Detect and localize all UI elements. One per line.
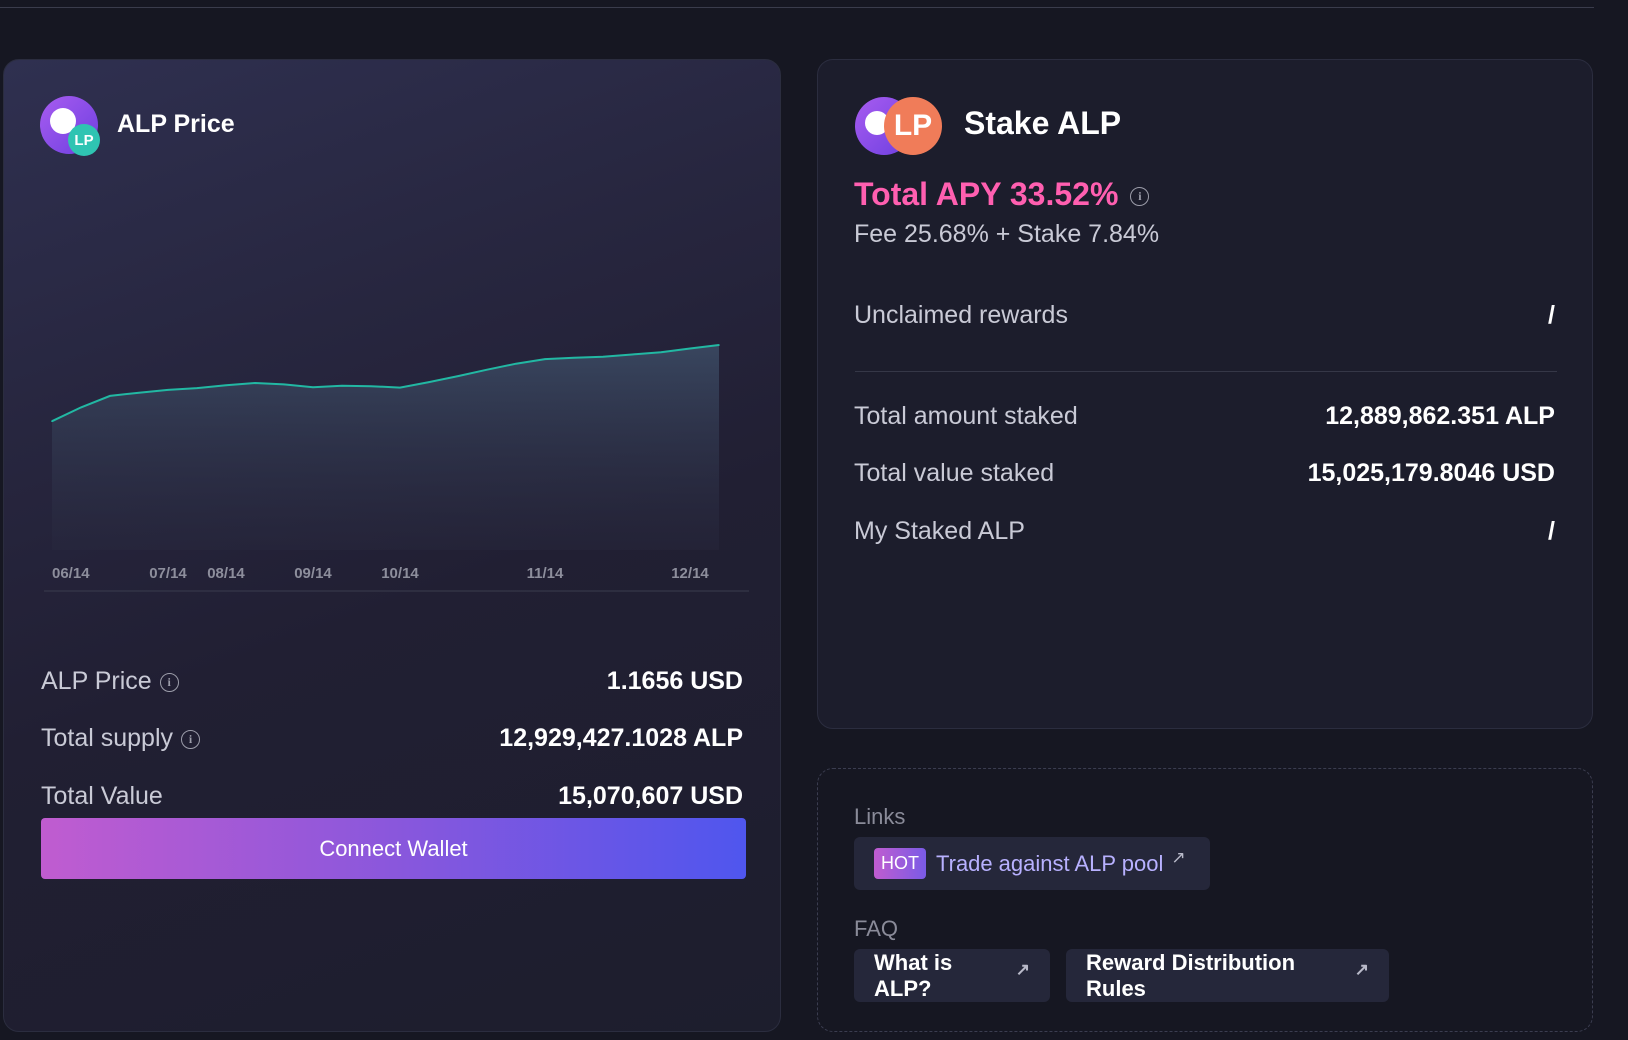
price-point xyxy=(109,395,111,397)
unclaimed-rewards-value: / xyxy=(1548,301,1555,329)
price-point xyxy=(283,383,285,386)
trade-word: Trade xyxy=(936,850,993,876)
x-tick-label: 07/14 xyxy=(149,565,187,582)
faq-what-is-alp-link[interactable]: What is ALP? ↗ xyxy=(854,949,1050,1002)
x-tick-label: 12/14 xyxy=(671,565,709,582)
hot-badge: HOT xyxy=(874,848,926,879)
price-point xyxy=(225,384,227,387)
price-chart: 06/14 07/14 08/14 09/14 10/14 11/14 12/14 xyxy=(44,344,749,592)
price-line xyxy=(51,344,720,423)
card-title: Stake ALP xyxy=(964,105,1122,141)
trade-against-alp-pool-link[interactable]: HOT Trade against ALP pool ↗ xyxy=(854,837,1210,890)
info-icon[interactable]: i xyxy=(159,672,179,692)
price-point xyxy=(573,356,575,359)
total-value-staked-value: 15,025,179.8046 USD xyxy=(1307,459,1555,487)
total-value-staked-label: Total value staked xyxy=(854,459,1055,487)
price-point xyxy=(718,344,720,346)
faq-label: FAQ xyxy=(854,916,899,941)
total-value-label: Total Value xyxy=(41,782,163,810)
total-amount-staked-label: Total amount staked xyxy=(854,402,1078,430)
price-point xyxy=(138,391,140,394)
info-icon[interactable]: i xyxy=(181,729,201,749)
alp-price-value: 1.1656 USD xyxy=(606,667,743,695)
apy-breakdown: Fee 25.68% + Stake 7.84% xyxy=(854,220,1160,248)
divider xyxy=(855,371,1557,372)
price-point xyxy=(544,358,546,360)
price-point xyxy=(660,351,662,353)
price-point xyxy=(399,386,401,389)
price-point xyxy=(167,389,169,391)
links-label: Links xyxy=(854,804,906,829)
my-staked-alp-value: / xyxy=(1548,517,1555,545)
my-staked-alp-label: My Staked ALP xyxy=(854,517,1025,545)
stake-alp-card: LP Stake ALP Total APY 33.52% i Fee 25.68… xyxy=(817,59,1593,729)
total-apy: Total APY 33.52% i xyxy=(854,176,1150,213)
x-tick-label: 06/14 xyxy=(52,565,90,582)
price-point xyxy=(196,387,198,389)
links-card: Links HOT Trade against ALP pool ↗ FAQ W… xyxy=(817,768,1593,1032)
alp-price-label: ALP Price i xyxy=(41,667,179,696)
lp-badge-icon: LP xyxy=(68,124,100,156)
price-area xyxy=(52,345,719,550)
price-point xyxy=(254,382,256,384)
faq-item-label: Reward Distribution Rules xyxy=(1086,949,1296,1001)
price-point xyxy=(80,406,82,409)
x-tick-label: 11/14 xyxy=(527,565,564,582)
external-link-icon: ↗ xyxy=(1171,847,1186,867)
price-point xyxy=(457,375,459,377)
faq-reward-distribution-rules-link[interactable]: Reward Distribution Rules ↗ xyxy=(1066,949,1389,1002)
total-supply-label: Total supply i xyxy=(41,724,201,753)
trade-rest: against ALP pool xyxy=(998,850,1164,876)
price-point xyxy=(602,356,604,358)
external-link-icon: ↗ xyxy=(1015,959,1030,979)
price-point xyxy=(631,353,633,356)
top-divider xyxy=(0,7,1594,8)
faq-item-label: What is ALP? xyxy=(874,949,953,1001)
external-link-icon: ↗ xyxy=(1354,959,1369,979)
connect-wallet-button[interactable]: Connect Wallet xyxy=(41,818,746,879)
lp-badge-icon: LP xyxy=(884,97,942,155)
total-amount-staked-value: 12,889,862.351 ALP xyxy=(1325,402,1555,430)
card-title: ALP Price xyxy=(117,110,235,138)
x-tick-label: 10/14 xyxy=(381,565,419,582)
price-point xyxy=(428,381,430,383)
price-point xyxy=(312,386,314,388)
price-point xyxy=(515,362,517,365)
total-value-value: 15,070,607 USD xyxy=(558,782,743,810)
unclaimed-rewards-label: Unclaimed rewards xyxy=(854,301,1068,329)
total-supply-value: 12,929,427.1028 ALP xyxy=(499,724,743,752)
x-tick-label: 09/14 xyxy=(294,565,332,582)
alp-price-card: LP ALP Price 06/14 07/14 08/14 09/14 10/14 11… xyxy=(3,59,781,1032)
price-point xyxy=(51,420,53,422)
price-point xyxy=(370,385,372,388)
info-icon[interactable]: i xyxy=(1130,187,1150,207)
price-point xyxy=(341,384,343,387)
price-point xyxy=(486,368,488,371)
price-point xyxy=(689,347,691,350)
x-tick-label: 08/14 xyxy=(207,565,245,582)
